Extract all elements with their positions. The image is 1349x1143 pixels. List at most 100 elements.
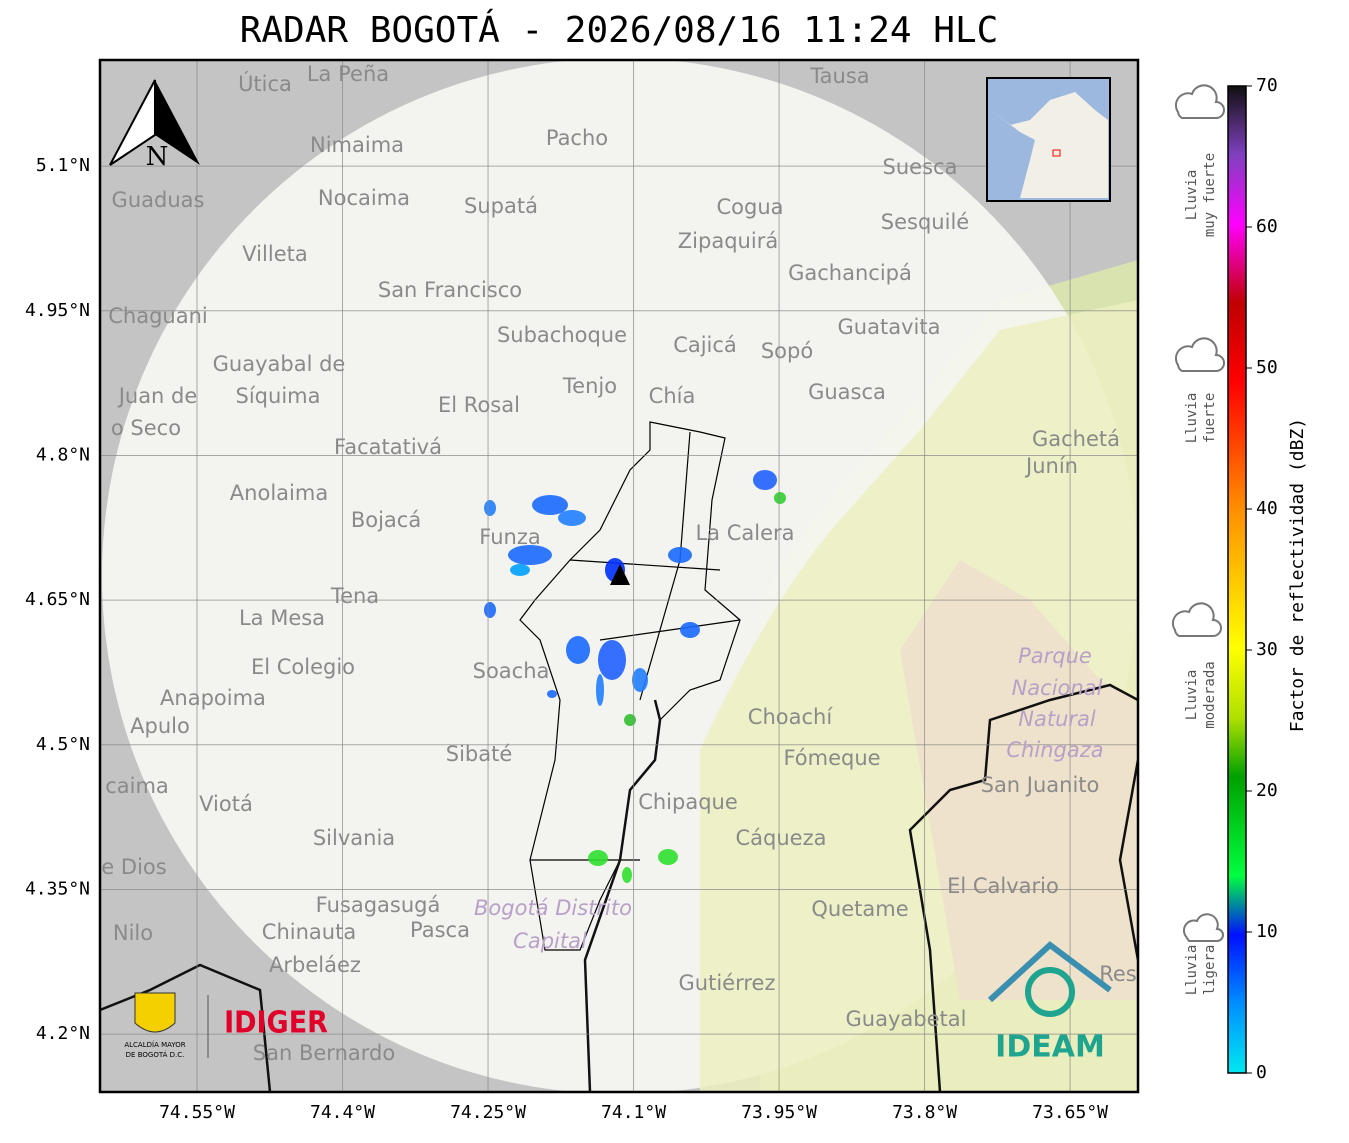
place-name: Guatavita — [838, 315, 941, 339]
radar-echo — [484, 602, 496, 618]
rain-class-label: fuerte — [1202, 393, 1218, 444]
place-name: Gachancipá — [788, 261, 912, 285]
rain-class-label: Lluvia — [1184, 170, 1200, 221]
place-name: Gutiérrez — [679, 971, 776, 995]
inset-map — [986, 77, 1111, 202]
alcaldia-line: DE BOGOTÁ D.C. — [126, 1050, 185, 1059]
radar-echo — [532, 495, 568, 515]
place-name: Cajicá — [673, 333, 737, 357]
x-tick-label: 74.4°W — [310, 1102, 375, 1123]
place-name: Guasca — [808, 380, 886, 404]
place-name: Apulo — [130, 714, 190, 738]
place-name: Junín — [1024, 454, 1078, 478]
radar-echo — [622, 867, 632, 883]
place-name: La Peña — [307, 62, 389, 86]
radar-echo — [774, 492, 786, 504]
place-name: Guayabal de — [213, 352, 346, 376]
place-name: Juan de — [117, 384, 198, 408]
place-name: Viotá — [199, 792, 253, 816]
ideam-logo: IDEAM — [987, 941, 1112, 1065]
place-name: Tenjo — [562, 374, 617, 398]
place-name: e Dios — [101, 855, 166, 879]
place-name: Zipaquirá — [678, 229, 778, 253]
area-name: Nacional — [1012, 676, 1103, 700]
place-name: Fusagasugá — [316, 893, 441, 917]
x-tick-label: 74.25°W — [450, 1102, 526, 1123]
place-name: Pacho — [546, 126, 608, 150]
idiger-logo: IDIGER — [224, 1006, 328, 1041]
rain-icons — [1172, 84, 1225, 942]
area-name: Capital — [513, 929, 587, 953]
place-name: Villeta — [242, 242, 307, 266]
place-name: Guayabetal — [846, 1007, 967, 1031]
radar-echo — [632, 668, 648, 692]
x-tick-label: 73.65°W — [1032, 1102, 1108, 1123]
ideam-label: IDEAM — [995, 1030, 1105, 1065]
place-name: Útica — [238, 71, 292, 96]
radar-echo — [588, 850, 608, 866]
place-name: Chaguani — [108, 304, 208, 328]
place-name: Soacha — [473, 659, 550, 683]
radar-echo — [566, 636, 590, 664]
place-name: Sesquilé — [881, 210, 969, 234]
place-name: Fómeque — [783, 746, 880, 770]
alcaldia-logo: ALCALDÍA MAYOR DE BOGOTÁ D.C. IDIGER — [124, 992, 328, 1059]
place-name: La Calera — [695, 521, 794, 545]
radar-echo — [484, 500, 496, 516]
area-name: Chingaza — [1006, 738, 1103, 762]
place-name: El Colegio — [251, 655, 355, 679]
place-name: Supatá — [464, 194, 538, 218]
x-tick-label: 74.1°W — [601, 1102, 666, 1123]
x-tick-label: 73.95°W — [741, 1102, 817, 1123]
place-name: Síquima — [236, 384, 321, 408]
y-tick-label: 4.8°N — [36, 444, 90, 465]
y-tick-label: 4.5°N — [36, 734, 90, 755]
place-name: Subachoque — [497, 323, 627, 347]
place-name: La Mesa — [239, 606, 325, 630]
place-name: Res — [1099, 962, 1137, 986]
radar-echo — [624, 714, 636, 726]
place-name: Bojacá — [351, 508, 421, 532]
radar-echo — [753, 470, 777, 490]
map: N ALCALDÍA MAYOR DE BOGOTÁ D.C. IDIGER I… — [100, 60, 1138, 1092]
place-name: Pasca — [410, 918, 470, 942]
title: RADAR BOGOTÁ - 2026/08/16 11:24 HLC — [240, 9, 999, 51]
place-name: Cáqueza — [736, 826, 827, 850]
radar-echo — [547, 690, 557, 698]
map-frame — [98, 58, 1140, 1094]
place-name: Sopó — [761, 339, 813, 363]
x-tick-label: 74.55°W — [159, 1102, 235, 1123]
colorbar-tick-label: 50 — [1256, 357, 1278, 378]
place-name: El Calvario — [947, 874, 1059, 898]
colorbar-tick-label: 70 — [1256, 75, 1278, 96]
y-tick-label: 4.35°N — [25, 878, 90, 899]
place-name: Sibaté — [446, 742, 513, 766]
colorbar-tick-label: 30 — [1256, 639, 1278, 660]
place-name: Quetame — [811, 897, 908, 921]
colorbar-tick-label: 40 — [1256, 498, 1278, 519]
place-name: Facatativá — [334, 435, 442, 459]
place-name: El Rosal — [438, 393, 520, 417]
colorbar-tick-label: 20 — [1256, 780, 1278, 801]
y-tick-label: 4.95°N — [25, 300, 90, 321]
radar-echo — [558, 510, 586, 526]
rain-class-label: moderada — [1202, 661, 1218, 728]
place-name: Tausa — [809, 64, 869, 88]
radar-echo — [510, 564, 530, 576]
area-name: Bogotá Distrito — [474, 896, 632, 920]
place-name: Guaduas — [112, 188, 205, 212]
place-name: Chinauta — [262, 920, 356, 944]
rain-class-label: Lluvia — [1184, 945, 1200, 996]
alcaldia-line: ALCALDÍA MAYOR — [124, 1040, 185, 1049]
north-label: N — [146, 142, 169, 172]
place-name: Tena — [330, 584, 379, 608]
place-name: San Juanito — [981, 773, 1100, 797]
place-name: Gachetá — [1032, 427, 1120, 451]
place-name: Anolaima — [230, 481, 328, 505]
y-tick-label: 5.1°N — [36, 155, 90, 176]
rain-class-label: Lluvia — [1184, 670, 1200, 721]
area-name: Parque — [1018, 644, 1092, 668]
place-name: o Seco — [111, 416, 181, 440]
place-name: Anapoima — [160, 686, 266, 710]
place-name: Chía — [649, 384, 696, 408]
